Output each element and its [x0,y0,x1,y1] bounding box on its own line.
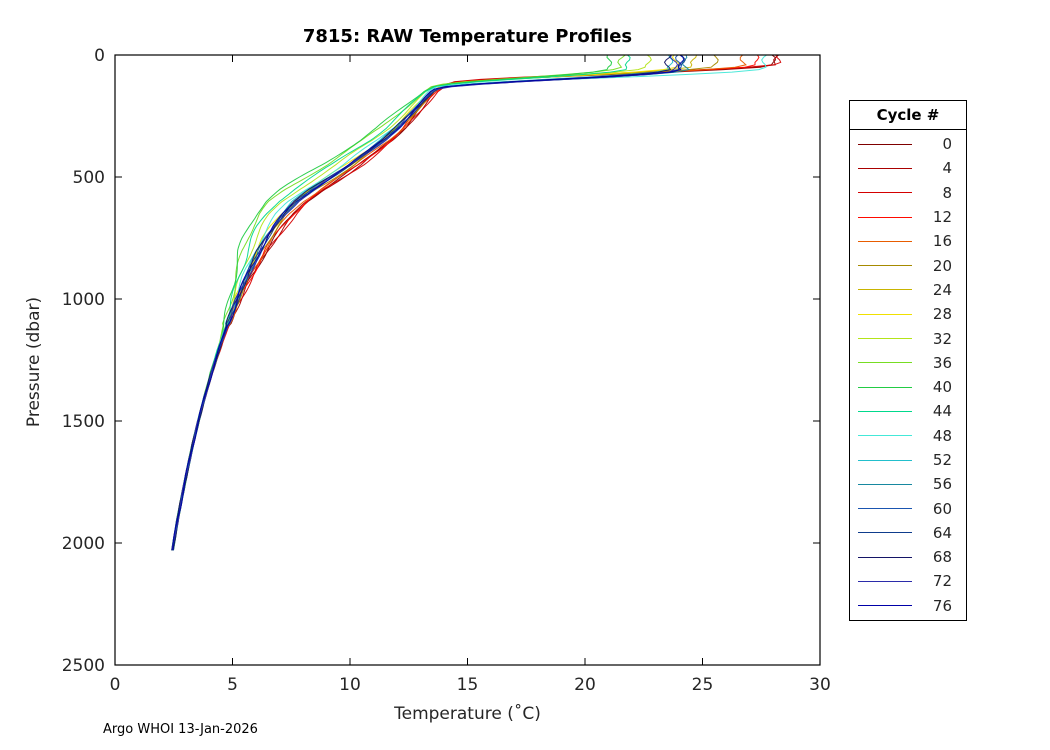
legend-entry-0: 0 [850,132,966,156]
legend-line-sample [858,556,912,558]
legend-line-sample [858,167,912,169]
legend-line-sample [858,362,912,364]
x-axis-label: Temperature (˚C) [394,704,541,724]
legend-entry-48: 48 [850,424,966,448]
legend-entry-label: 68 [932,548,952,567]
legend-entry-4: 4 [850,156,966,180]
legend-entry-52: 52 [850,448,966,472]
legend-entry-64: 64 [850,521,966,545]
legend-entry-label: 36 [932,353,952,372]
legend-entry-12: 12 [850,205,966,229]
legend-entry-label: 12 [932,208,952,227]
legend-entry-20: 20 [850,253,966,277]
x-tick-label: 25 [692,675,714,695]
legend: Cycle # 0 4 8 12 16 20 24 28 32 36 40 44 48 52 56 60 64 6… [849,100,967,621]
y-tick-label: 500 [73,168,105,188]
legend-entry-16: 16 [850,229,966,253]
legend-line-sample [858,532,912,534]
legend-entry-label: 28 [932,305,952,324]
legend-entry-label: 52 [932,451,952,469]
legend-entry-36: 36 [850,351,966,375]
x-tick-label: 5 [227,675,238,695]
x-tick-label: 20 [574,675,596,695]
legend-line-sample [858,410,912,412]
legend-line-sample [858,289,912,291]
legend-entry-32: 32 [850,326,966,350]
legend-entry-label: 44 [932,402,952,421]
legend-line-sample [858,143,912,145]
x-tick-label: 10 [339,675,361,695]
legend-entry-label: 48 [932,426,952,445]
y-axis-label: Pressure (dbar) [24,296,44,428]
y-tick-label: 1500 [62,412,105,432]
y-tick-label: 0 [94,46,105,66]
legend-line-sample [858,508,912,510]
legend-title: Cycle # [850,101,966,130]
legend-line-sample [858,313,912,315]
legend-entry-68: 68 [850,545,966,569]
legend-entry-label: 16 [932,232,952,251]
legend-entries: 0 4 8 12 16 20 24 28 32 36 40 44 48 52 56 60 64 68 72 76 [850,130,966,620]
legend-line-sample [858,483,912,485]
legend-line-sample [858,338,912,340]
legend-entry-label: 8 [942,183,952,202]
legend-line-sample [858,580,912,582]
legend-line-sample [858,435,912,437]
legend-entry-40: 40 [850,375,966,399]
legend-entry-label: 24 [932,280,952,299]
x-tick-label: 15 [457,675,479,695]
legend-entry-24: 24 [850,278,966,302]
chart-title: 7815: RAW Temperature Profiles [302,26,633,47]
legend-entry-76: 76 [850,594,966,618]
attribution-text: Argo WHOI 13-Jan-2026 [103,722,258,737]
legend-line-sample [858,605,912,607]
legend-entry-label: 76 [932,596,952,615]
legend-entry-44: 44 [850,399,966,423]
legend-line-sample [858,240,912,242]
legend-line-sample [858,265,912,267]
profile-line-cycle-76 [172,54,685,551]
legend-entry-56: 56 [850,472,966,496]
profile-line-cycle-72 [171,54,679,551]
legend-entry-60: 60 [850,496,966,520]
y-tick-label: 1000 [62,290,105,310]
legend-entry-label: 4 [942,159,952,178]
legend-entry-label: 56 [932,475,952,494]
legend-entry-label: 40 [932,378,952,397]
legend-line-sample [858,459,912,461]
legend-entry-label: 0 [942,135,952,154]
y-tick-label: 2000 [62,534,105,554]
legend-entry-8: 8 [850,181,966,205]
legend-entry-label: 60 [932,499,952,518]
legend-line-sample [858,386,912,388]
legend-entry-72: 72 [850,569,966,593]
y-tick-label: 2500 [62,656,105,676]
legend-entry-28: 28 [850,302,966,326]
legend-line-sample [858,216,912,218]
x-tick-label: 30 [809,675,831,695]
legend-entry-label: 72 [932,572,952,591]
legend-line-sample [858,192,912,194]
x-tick-label: 0 [110,675,121,695]
legend-entry-label: 20 [932,256,952,275]
legend-entry-label: 32 [932,329,952,348]
legend-entry-label: 64 [932,523,952,542]
